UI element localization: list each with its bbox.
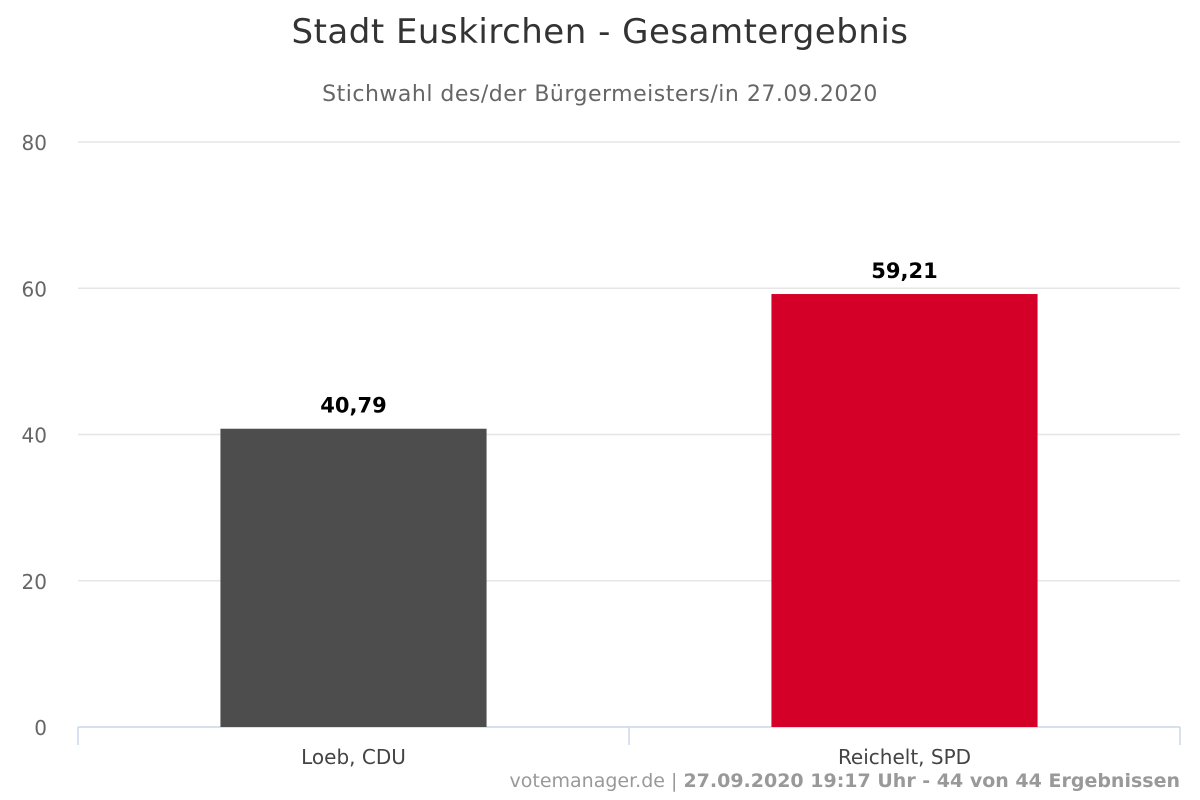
x-tick-label: Loeb, CDU (301, 745, 406, 769)
y-tick-label: 80 (22, 131, 47, 155)
y-tick-label: 20 (22, 570, 47, 594)
footer-credit: votemanager.de | 27.09.2020 19:17 Uhr - … (510, 770, 1181, 792)
chart-title: Stadt Euskirchen - Gesamtergebnis (291, 12, 909, 52)
bar[interactable] (771, 294, 1038, 727)
y-tick-label: 40 (22, 424, 47, 448)
bar[interactable] (220, 428, 487, 727)
chart-subtitle: Stichwahl des/der Bürgermeisters/in 27.0… (322, 82, 878, 107)
data-label: 40,79 (320, 394, 386, 418)
y-tick-label: 60 (22, 277, 47, 301)
y-tick-label: 0 (34, 716, 47, 740)
data-label: 59,21 (871, 259, 937, 283)
x-tick-label: Reichelt, SPD (838, 745, 971, 769)
footer-source[interactable]: votemanager.de (509, 770, 665, 792)
footer-status: 27.09.2020 19:17 Uhr - 44 von 44 Ergebni… (683, 770, 1180, 792)
footer-separator: | (671, 770, 678, 792)
